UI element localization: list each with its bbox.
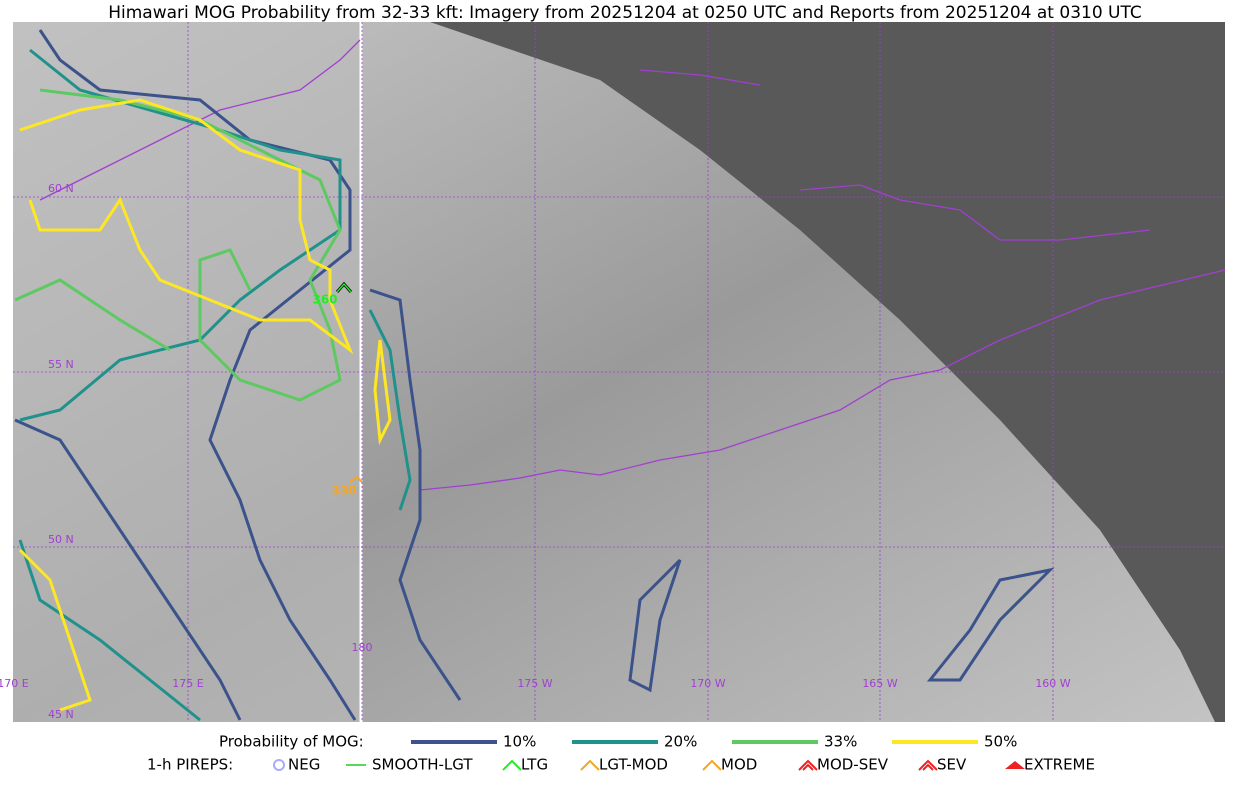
latitude-label: 45 N bbox=[48, 708, 74, 721]
legend-label: 20% bbox=[664, 733, 697, 751]
report-altitude: 360 bbox=[312, 293, 337, 307]
pirep-icon bbox=[1005, 761, 1025, 769]
coastlines bbox=[39, 39, 1226, 491]
contours bbox=[14, 29, 1055, 722]
legend-label: LGT-MOD bbox=[599, 756, 668, 774]
legend-label: 50% bbox=[984, 733, 1017, 751]
legend-label: MOD bbox=[721, 756, 757, 774]
latitude-label: 60 N bbox=[48, 182, 74, 195]
pirep-icon bbox=[502, 759, 522, 771]
report-altitude: 330 bbox=[331, 484, 356, 498]
legend-label: EXTREME bbox=[1024, 756, 1095, 774]
title: Himawari MOG Probability from 32-33 kft:… bbox=[108, 3, 1142, 23]
legend-title: 1-h PIREPS: bbox=[147, 756, 233, 774]
legend-label: LTG bbox=[521, 756, 548, 774]
legend-title: Probability of MOG: bbox=[219, 733, 364, 751]
longitude-label: 170 W bbox=[690, 677, 725, 690]
legend-label: 10% bbox=[503, 733, 536, 751]
longitude-label: 180 bbox=[352, 641, 373, 654]
longitude-label: 165 W bbox=[862, 677, 897, 690]
pirep-icon bbox=[273, 759, 285, 771]
latitude-label: 50 N bbox=[48, 533, 74, 546]
longitude-label: 175 E bbox=[172, 677, 203, 690]
longitude-label: 170 E bbox=[0, 677, 29, 690]
legend-label: 33% bbox=[824, 733, 857, 751]
graticule bbox=[13, 22, 1225, 722]
pirep-icon bbox=[580, 759, 600, 771]
longitude-label: 160 W bbox=[1035, 677, 1070, 690]
pirep-icon bbox=[918, 759, 938, 771]
legend-label: MOD-SEV bbox=[817, 756, 889, 774]
legend-label: NEG bbox=[288, 756, 320, 774]
longitude-label: 175 W bbox=[517, 677, 552, 690]
legend-label: SMOOTH-LGT bbox=[372, 756, 473, 774]
map-area bbox=[13, 22, 1226, 722]
legend-label: SEV bbox=[937, 756, 967, 774]
pirep-icon bbox=[702, 759, 722, 771]
pirep-icon bbox=[798, 759, 818, 771]
latitude-label: 55 N bbox=[48, 358, 74, 371]
